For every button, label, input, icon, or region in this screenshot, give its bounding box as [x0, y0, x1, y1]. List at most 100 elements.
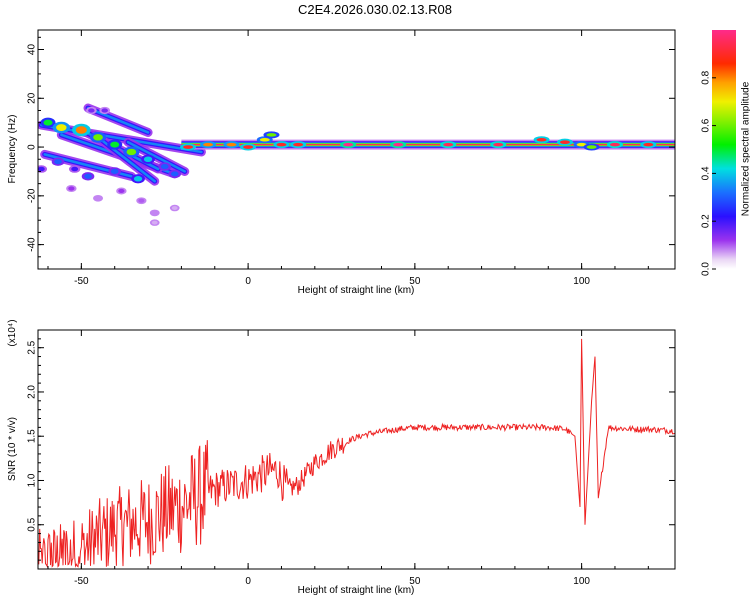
- colorbar-gradient: [712, 30, 736, 269]
- spectrogram-blob-core: [71, 166, 79, 172]
- colorbar-tick-label: 0.0: [701, 262, 712, 276]
- spectrogram-blob: [72, 123, 91, 137]
- spectrogram-hotspot: [440, 141, 457, 149]
- spectrogram-hotspot-core: [493, 142, 504, 147]
- spectrogram-blob: [131, 174, 145, 184]
- spectrogram-blob: [85, 106, 97, 115]
- spectrogram-hotspot: [606, 141, 623, 149]
- spectrogram-hotspot-core: [576, 142, 587, 147]
- spectrogram-hotspot-core: [536, 137, 547, 142]
- spectrogram-blob-core: [54, 159, 62, 165]
- snr-background: [38, 330, 675, 569]
- colorbar: 0.0 0.2 0.4 0.6 0.8 Normalized spectral ampl…: [701, 30, 750, 276]
- spectrogram-hotspot-core: [293, 142, 304, 147]
- spectrogram-xtick-label: 0: [245, 276, 251, 287]
- spectrogram-blob-core: [75, 126, 87, 134]
- snr-ytick-label: 1.5: [27, 429, 38, 443]
- spectrogram-blob-core: [93, 134, 103, 141]
- spectrogram-hotspot-core: [226, 142, 237, 147]
- snr-xtick-label: 50: [409, 576, 421, 587]
- spectrogram-hotspot: [583, 143, 600, 151]
- spectrogram-hotspot: [390, 141, 407, 149]
- spectrogram-main-line-core: [181, 144, 675, 146]
- spectrogram-streak: [123, 137, 190, 176]
- snr-xtick-label: 100: [573, 576, 590, 587]
- spectrogram-blob-core: [43, 119, 53, 126]
- spectrogram-blob: [66, 185, 77, 193]
- spectrogram-blob-core: [88, 108, 95, 113]
- spectrogram-hotspot: [490, 141, 507, 149]
- spectrogram-blob: [81, 172, 95, 181]
- snr-ytick-label: 2.0: [27, 385, 38, 399]
- spectrogram-blob: [123, 146, 140, 158]
- snr-ytick-label: 1.0: [27, 473, 38, 487]
- spectrogram-hotspot-core: [443, 142, 454, 147]
- snr-plot: -50 0 50 100 0.5 1.0 1.5 2.0 2.5 Height of strai…: [7, 319, 676, 596]
- spectrogram-hotspot-core: [643, 142, 654, 147]
- snr-ytick-label: 0.5: [27, 517, 38, 531]
- spectrogram-blob: [40, 117, 56, 128]
- spectrogram-blob-core: [133, 176, 143, 182]
- spectrogram-blob: [38, 165, 48, 173]
- spectrogram-blob: [89, 131, 107, 143]
- spectrogram-ytick-label: -20: [27, 188, 38, 203]
- spectrogram-hotspot-core: [266, 133, 277, 137]
- spectrogram-blob: [108, 167, 122, 176]
- spectrogram-blob: [158, 162, 172, 171]
- spectrogram-hotspot-core: [393, 142, 404, 147]
- spectrogram-hotspot-core: [259, 137, 270, 142]
- spectrogram-blob-core: [56, 124, 67, 132]
- spectrogram-hotspot: [240, 143, 257, 151]
- colorbar-ticks: 0.0 0.2 0.4 0.6 0.8: [701, 70, 716, 276]
- spectrogram-blob-core: [151, 210, 158, 215]
- spectrogram-hotspot: [533, 136, 550, 144]
- spectrogram-blob-core: [143, 156, 153, 163]
- snr-data: [38, 338, 675, 569]
- snr-xlabel: Height of straight line (km): [298, 585, 415, 596]
- spectrogram-hotspot: [263, 131, 280, 139]
- spectrogram-hotspot-core: [586, 145, 597, 149]
- spectrogram-blob: [168, 169, 182, 179]
- spectrogram-xtick-label: 50: [409, 276, 421, 287]
- spectrogram-blob: [136, 197, 147, 205]
- spectrogram-hotspot: [223, 141, 240, 149]
- snr-ylabel: SNR (10 * v/v): [7, 417, 18, 481]
- spectrogram-blob: [116, 187, 127, 195]
- spectrogram-hotspot-core: [203, 142, 214, 147]
- spectrogram-ylabel: Frequency (Hz): [7, 115, 18, 184]
- snr-y-multiplier: (x10⁴): [7, 319, 18, 346]
- colorbar-tick-label: 0.6: [701, 118, 712, 132]
- spectrogram-blob: [149, 209, 160, 217]
- snr-series-line: [38, 338, 675, 569]
- spectrogram-blob: [107, 139, 123, 150]
- spectrogram-xtick-label: 100: [573, 276, 590, 287]
- spectrogram-blob-core: [126, 148, 137, 156]
- spectrogram-hotspot: [200, 141, 217, 149]
- spectrogram-blob-core: [95, 196, 102, 201]
- colorbar-tick-label: 0.8: [701, 70, 712, 84]
- snr-frame: [37, 329, 676, 570]
- spectrogram-blob: [99, 106, 111, 115]
- spectrogram-blob-core: [118, 188, 125, 194]
- spectrogram-hotspot: [556, 138, 573, 146]
- spectrogram-streak-band: [126, 140, 186, 173]
- spectrogram-ytick-label: -40: [27, 237, 38, 252]
- snr-xtick-label: 0: [245, 576, 251, 587]
- spectrogram-blob-core: [171, 206, 178, 210]
- spectrogram-blob-core: [110, 141, 120, 148]
- spectrogram-hotspot-core: [609, 142, 620, 147]
- spectrogram-blob-core: [160, 164, 169, 170]
- spectrogram-xtick-label: -50: [74, 276, 89, 287]
- spectrogram-blob: [52, 121, 71, 134]
- spectrogram-ytick-label: 0: [27, 144, 38, 150]
- spectrogram-blob-core: [38, 166, 45, 172]
- spectrogram-streak-band: [86, 106, 150, 134]
- spectrogram-blob: [169, 204, 180, 212]
- spectrogram-blob-core: [110, 168, 119, 174]
- spectrogram-blob-core: [101, 108, 108, 113]
- colorbar-tick-label: 0.4: [701, 166, 712, 180]
- spectrogram-xlabel: Height of straight line (km): [298, 285, 415, 296]
- spectrogram-blob: [149, 219, 160, 226]
- spectrogram-blob-core: [84, 173, 92, 179]
